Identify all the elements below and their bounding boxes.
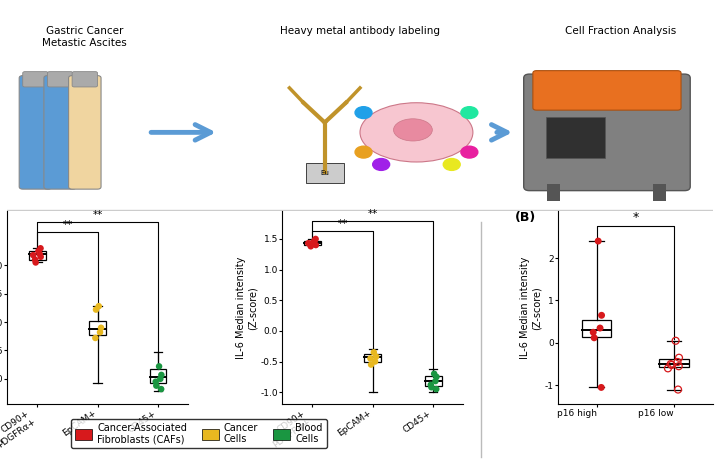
Circle shape bbox=[461, 107, 478, 119]
Circle shape bbox=[373, 158, 390, 170]
Point bbox=[594, 324, 606, 332]
Y-axis label: IL-6 Median intensity
(Z-score): IL-6 Median intensity (Z-score) bbox=[521, 257, 542, 359]
Point bbox=[94, 328, 106, 336]
Text: **: ** bbox=[338, 219, 348, 229]
Point bbox=[672, 386, 684, 393]
Y-axis label: IL-6 Median intensity
(Z-score): IL-6 Median intensity (Z-score) bbox=[236, 257, 258, 359]
Point bbox=[430, 377, 441, 385]
Point bbox=[588, 328, 599, 336]
Point bbox=[369, 358, 381, 365]
Point bbox=[35, 253, 47, 261]
FancyBboxPatch shape bbox=[68, 76, 101, 189]
Bar bbox=[653, 184, 665, 201]
Point bbox=[673, 363, 685, 370]
Bar bbox=[150, 369, 166, 383]
Point bbox=[593, 237, 604, 245]
Bar bbox=[425, 376, 441, 386]
Point bbox=[431, 385, 442, 393]
Text: Cell Fraction Analysis: Cell Fraction Analysis bbox=[565, 26, 677, 36]
Point bbox=[27, 251, 39, 259]
Point bbox=[90, 306, 102, 313]
FancyBboxPatch shape bbox=[48, 72, 73, 87]
Bar bbox=[304, 241, 321, 245]
Point bbox=[95, 324, 107, 331]
Circle shape bbox=[355, 107, 372, 119]
Point bbox=[34, 250, 45, 258]
Point bbox=[156, 371, 167, 378]
Point bbox=[32, 248, 44, 255]
Point bbox=[150, 382, 162, 389]
Point bbox=[672, 359, 683, 366]
Bar bbox=[29, 251, 46, 260]
Text: **: ** bbox=[93, 210, 103, 220]
Point bbox=[595, 384, 607, 391]
Point bbox=[305, 243, 317, 250]
Text: *: * bbox=[632, 211, 639, 224]
Point bbox=[156, 385, 167, 393]
FancyBboxPatch shape bbox=[23, 72, 48, 87]
Text: (B): (B) bbox=[515, 212, 536, 225]
Bar bbox=[364, 353, 381, 361]
Text: Gastric Cancer
Metastic Ascites: Gastric Cancer Metastic Ascites bbox=[42, 26, 127, 48]
Point bbox=[89, 334, 101, 342]
Point bbox=[305, 240, 316, 248]
Point bbox=[30, 259, 42, 266]
Ellipse shape bbox=[360, 103, 473, 162]
Point bbox=[35, 244, 46, 252]
Bar bbox=[660, 359, 689, 367]
Text: Eu: Eu bbox=[320, 170, 329, 176]
Point bbox=[310, 241, 322, 249]
Point bbox=[365, 361, 377, 368]
Point bbox=[426, 383, 437, 391]
Point bbox=[662, 365, 674, 372]
FancyBboxPatch shape bbox=[72, 72, 97, 87]
Point bbox=[370, 353, 382, 360]
Point bbox=[431, 373, 442, 381]
Legend: Cancer-Associated
Fibroblasts (CAFs), Cancer
Cells, Blood
Cells: Cancer-Associated Fibroblasts (CAFs), Ca… bbox=[71, 419, 327, 448]
FancyBboxPatch shape bbox=[523, 74, 690, 191]
Circle shape bbox=[461, 146, 478, 158]
Point bbox=[155, 375, 166, 383]
Point bbox=[670, 337, 681, 345]
Point bbox=[93, 303, 104, 310]
Ellipse shape bbox=[394, 119, 432, 141]
Point bbox=[425, 381, 436, 389]
FancyBboxPatch shape bbox=[533, 71, 681, 110]
Point bbox=[595, 311, 607, 319]
Text: **: ** bbox=[368, 209, 378, 219]
Point bbox=[665, 360, 676, 368]
Bar bbox=[89, 321, 106, 334]
Point bbox=[368, 349, 379, 356]
Text: **: ** bbox=[63, 220, 73, 231]
Point bbox=[30, 256, 41, 263]
Circle shape bbox=[444, 158, 460, 170]
FancyBboxPatch shape bbox=[306, 164, 343, 183]
Point bbox=[309, 237, 320, 244]
Point bbox=[150, 378, 161, 385]
Point bbox=[153, 363, 165, 370]
Point bbox=[307, 238, 319, 246]
Text: Heavy metal antibody labeling: Heavy metal antibody labeling bbox=[280, 26, 440, 36]
Point bbox=[302, 239, 314, 247]
Point bbox=[310, 235, 321, 243]
Point bbox=[673, 354, 685, 361]
FancyBboxPatch shape bbox=[44, 76, 76, 189]
Point bbox=[588, 334, 600, 341]
Point bbox=[428, 370, 440, 377]
Circle shape bbox=[355, 146, 372, 158]
FancyBboxPatch shape bbox=[546, 116, 605, 158]
FancyBboxPatch shape bbox=[19, 76, 52, 189]
Bar bbox=[547, 184, 559, 201]
Bar bbox=[582, 320, 611, 336]
Point bbox=[365, 355, 377, 362]
Point bbox=[666, 361, 678, 369]
